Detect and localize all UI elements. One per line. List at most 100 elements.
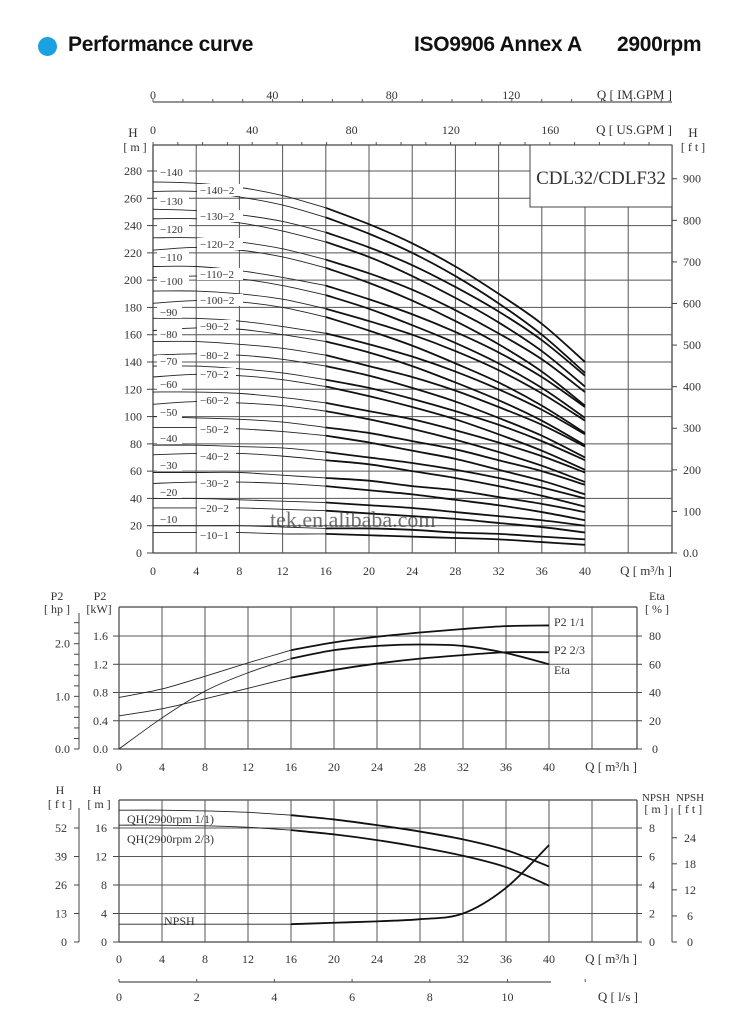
qh-curve-thin xyxy=(152,452,326,461)
npsh-m-tick-label: 4 xyxy=(649,878,655,892)
ft-tick-label: 52 xyxy=(55,821,67,835)
label-bg xyxy=(157,328,182,340)
hp-axis-title: P2 xyxy=(51,589,64,603)
m-axis-title: H xyxy=(93,783,102,797)
us-gpm-tick-label: 0 xyxy=(150,123,156,137)
x-tick-label: 36 xyxy=(500,952,512,966)
right-tick-label: 0.0 xyxy=(683,546,698,560)
stage-label: −90−2 xyxy=(200,321,229,333)
label-bg xyxy=(197,184,243,196)
npsh-ft-axis-unit: [ f t ] xyxy=(678,802,702,816)
qh-curve-thin xyxy=(152,190,326,218)
stage-label: −30−2 xyxy=(200,478,229,490)
right-axis-title: H xyxy=(688,125,697,140)
npsh-label: NPSH xyxy=(164,914,195,928)
label-bg xyxy=(197,423,236,435)
left-tick-label: 60 xyxy=(130,464,142,478)
label-bg xyxy=(157,432,182,444)
label-bg xyxy=(157,275,189,287)
x-tick-label: 12 xyxy=(242,952,254,966)
im-gpm-tick-label: 40 xyxy=(266,88,278,102)
m-tick-label: 8 xyxy=(101,878,107,892)
qh-curve--110 xyxy=(325,284,586,408)
label-bg xyxy=(197,349,236,361)
stage-label: −20−2 xyxy=(200,503,229,515)
qh-curve-thin xyxy=(152,365,326,381)
ft-tick-label: 39 xyxy=(55,850,67,864)
x-tick-label: 8 xyxy=(202,952,208,966)
label-bg xyxy=(197,477,236,489)
npsh-ft-axis-title: NPSH xyxy=(676,792,704,804)
qh-curve--90 xyxy=(325,332,586,436)
x-tick-label: 16 xyxy=(285,952,297,966)
qh-curve-thin xyxy=(152,391,326,404)
kw-axis-unit: [kW] xyxy=(86,602,111,616)
x-axis-label: Q [ m³/h ] xyxy=(585,759,637,774)
right-axis-unit: [ f t ] xyxy=(681,140,705,154)
x-tick-label: 20 xyxy=(328,952,340,966)
p2-full-label: P2 1/1 xyxy=(554,615,585,629)
npsh-m-tick-label: 8 xyxy=(649,821,655,835)
x-tick-label: 40 xyxy=(579,564,591,578)
us-gpm-tick-label: 160 xyxy=(541,123,559,137)
stage-label: −130 xyxy=(160,196,183,208)
qh-curve--130 xyxy=(325,231,586,377)
qh-curve--120-2 xyxy=(325,267,586,407)
left-tick-label: 120 xyxy=(124,382,142,396)
stage-label: −130−2 xyxy=(200,211,234,223)
qh-curve--30 xyxy=(325,477,586,513)
npsh-curve-thin xyxy=(118,824,292,831)
qh-curve--50 xyxy=(325,426,586,486)
left-tick-label: 260 xyxy=(124,191,142,205)
qh-curve-thin xyxy=(152,471,326,479)
qh-curve--20-2 xyxy=(325,509,586,534)
qh-curve-thin xyxy=(152,340,326,356)
label-bg xyxy=(157,406,182,418)
stage-label: −30 xyxy=(160,460,178,472)
left-tick-label: 180 xyxy=(124,300,142,314)
label-bg xyxy=(197,368,236,380)
qh-curve-thin xyxy=(152,481,326,487)
eta-axis-title: Eta xyxy=(649,589,666,603)
kw-tick-label: 1.2 xyxy=(93,657,108,671)
label-bg xyxy=(157,459,182,471)
qh-curve-thin xyxy=(152,246,326,269)
m-axis-unit: [ m ] xyxy=(87,797,110,811)
stage-label: −110−2 xyxy=(200,269,234,281)
ls-tick-label: 2 xyxy=(194,990,200,1004)
x-tick-label: 16 xyxy=(320,564,332,578)
stage-label: −10−1 xyxy=(200,530,229,542)
qh-curve--20 xyxy=(325,501,586,527)
stage-label: −90 xyxy=(160,307,178,319)
label-bg xyxy=(157,251,189,263)
label-bg xyxy=(157,378,182,390)
eta-tick-label: 80 xyxy=(649,629,661,643)
qh-curve-thin xyxy=(152,327,326,342)
label-bg xyxy=(197,394,236,406)
stage-label: −70−2 xyxy=(200,369,229,381)
npsh-chart-curve-QH2900rpm11 xyxy=(290,814,550,868)
npsh-ft-tick-label: 12 xyxy=(684,883,696,897)
x-tick-label: 0 xyxy=(150,564,156,578)
m-tick-label: 12 xyxy=(95,850,107,864)
eta-tick-label: 20 xyxy=(649,714,661,728)
stage-label: −50 xyxy=(160,407,178,419)
qh-curve-thin xyxy=(152,525,326,529)
qh-curve--60-2 xyxy=(325,410,586,483)
right-tick-label: 500 xyxy=(683,338,701,352)
kw-tick-label: 0.0 xyxy=(93,742,108,756)
qh-curve--100 xyxy=(325,307,586,422)
qh-curve--130-2 xyxy=(325,241,586,388)
stage-label: −70 xyxy=(160,356,178,368)
x-tick-label: 28 xyxy=(414,952,426,966)
stage-label: −100−2 xyxy=(200,295,234,307)
qh-curve-thin xyxy=(152,531,326,535)
x-tick-label: 4 xyxy=(159,760,165,774)
label-bg xyxy=(197,238,243,250)
stage-label: −60 xyxy=(160,379,178,391)
stage-label: −100 xyxy=(160,276,183,288)
hp-tick-label: 2.0 xyxy=(55,637,70,651)
x-tick-label: 40 xyxy=(543,952,555,966)
power-curve-thin xyxy=(118,649,292,698)
ft-tick-label: 0 xyxy=(61,935,67,949)
